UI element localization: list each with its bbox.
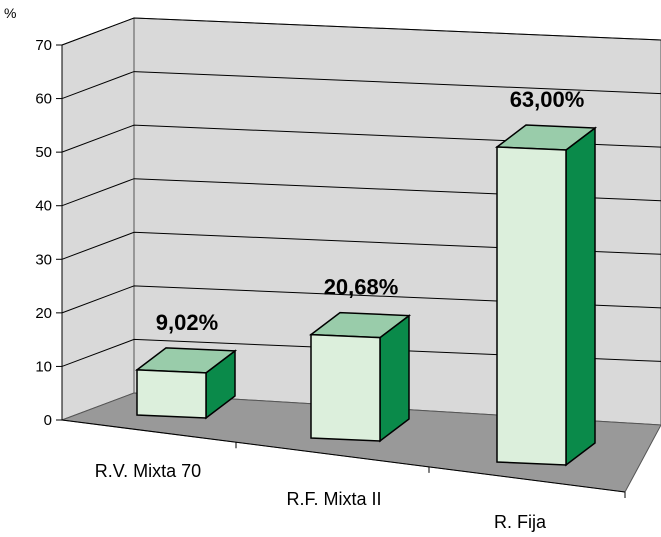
x-category-label: R. Fija [494,512,547,532]
bar [308,311,412,443]
y-tick-label: 70 [35,37,52,54]
gridline [61,17,661,46]
x-axis-line [61,419,626,493]
bar-side [565,126,596,467]
y-tick-label: 10 [35,358,52,375]
y-axis-unit: % [4,5,16,21]
y-tick-label: 40 [35,198,52,215]
bar [494,124,598,467]
gridline [61,71,661,100]
gridlines [61,17,661,367]
labels: 9,02% R.V. Mixta 70 20,68% R.F. Mixta II 63,… [95,87,585,532]
y-axis: 0 10 20 30 40 50 60 70 [35,37,63,429]
y-tick-label: 60 [35,91,52,108]
data-label: 9,02% [156,310,218,335]
y-tick-label: 20 [35,305,52,322]
y-tick-label: 0 [44,412,52,429]
y-tick-label: 50 [35,144,52,161]
x-category-label: R.F. Mixta II [286,489,381,509]
data-label: 63,00% [510,87,585,112]
gridline [61,285,661,314]
bar-front [136,369,207,419]
gridline [61,124,661,153]
gridline [61,231,661,260]
gridline [61,338,661,367]
bar-front [496,146,567,466]
chart-side-wall [61,17,135,421]
x-category-label: R.V. Mixta 70 [95,461,201,481]
gridline [61,178,661,207]
y-tick-label: 30 [35,251,52,268]
bar-front [310,333,381,442]
bar [134,347,238,420]
bars [134,124,598,467]
x-axis [61,419,626,498]
data-label: 20,68% [324,275,399,300]
